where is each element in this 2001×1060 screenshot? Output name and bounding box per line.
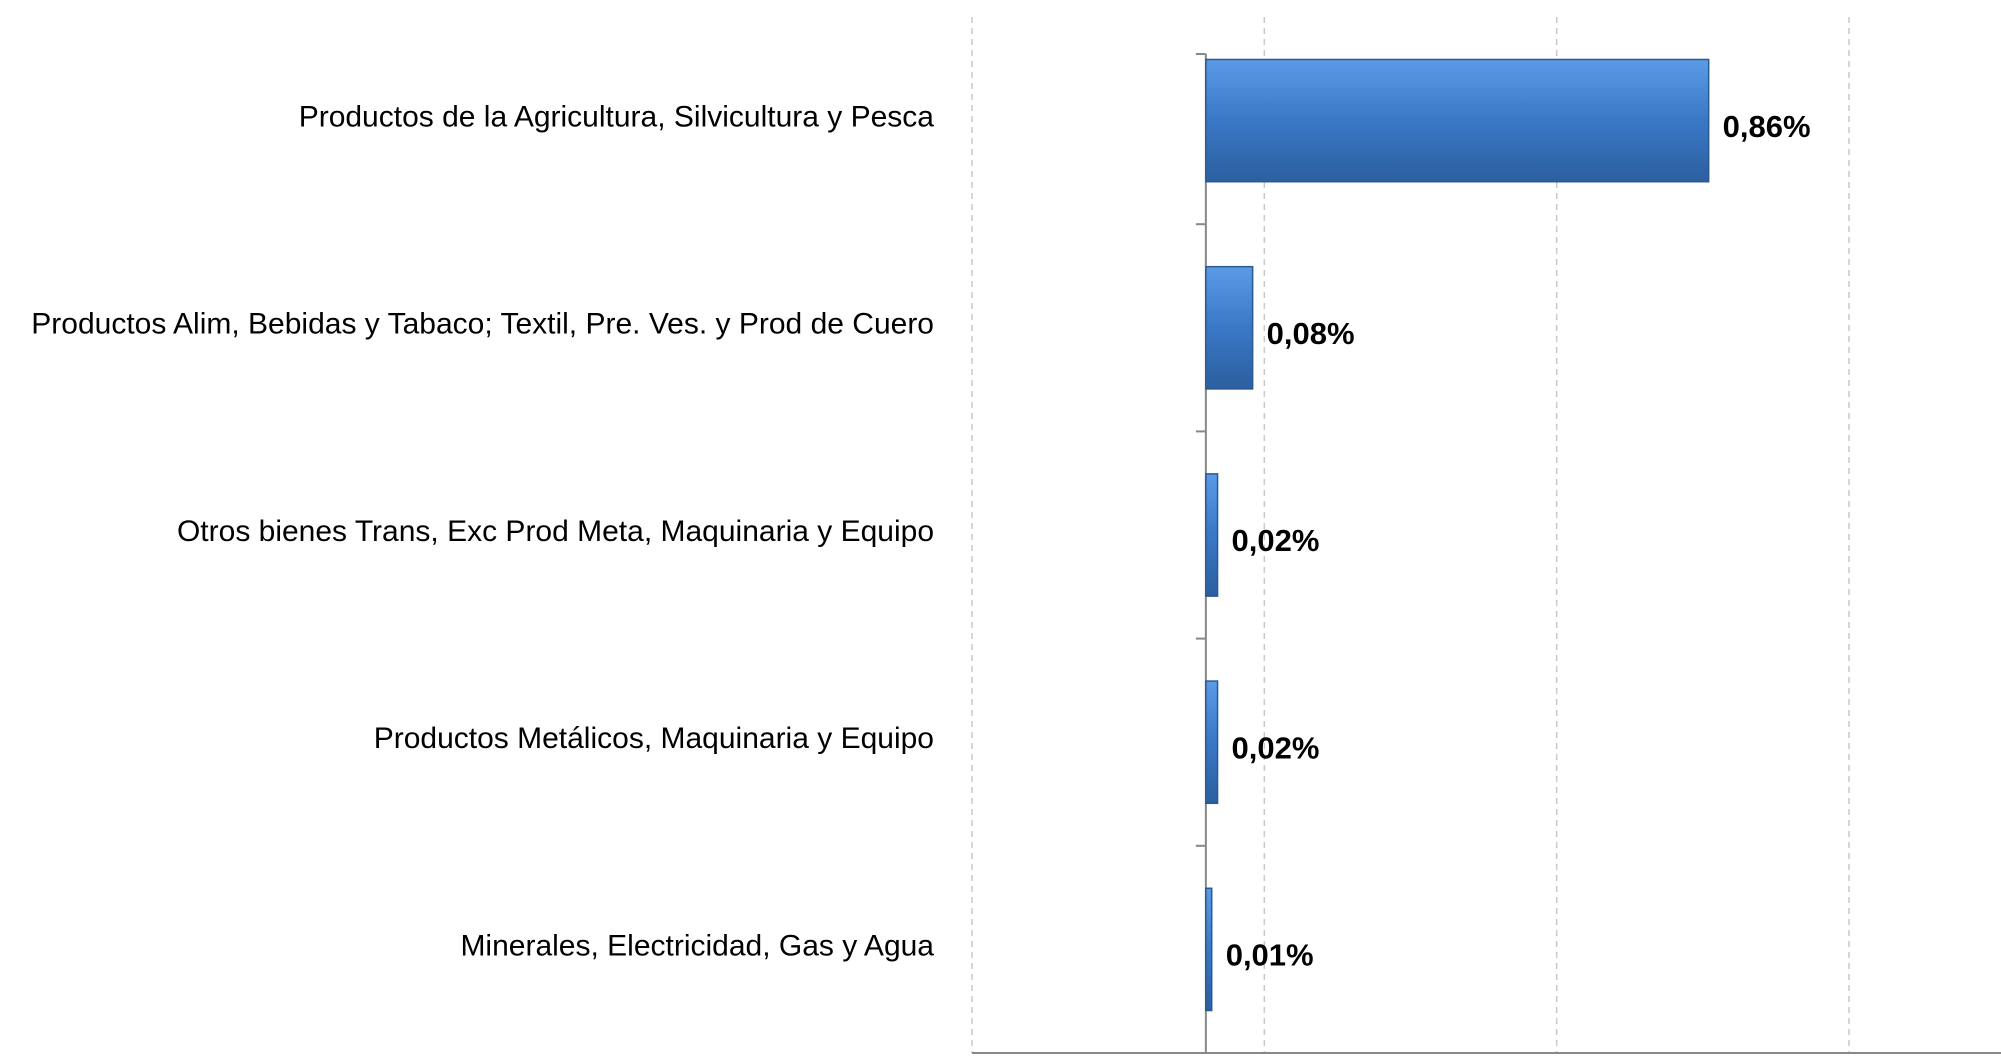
category-label: Minerales, Electricidad, Gas y Agua xyxy=(460,929,934,962)
bar xyxy=(1205,265,1254,390)
data-label: 0,08% xyxy=(1267,316,1355,351)
category-label: Otros bienes Trans, Exc Prod Meta, Maqui… xyxy=(177,515,934,548)
data-label: 0,02% xyxy=(1232,523,1320,558)
bar xyxy=(1205,473,1219,597)
bar xyxy=(1205,58,1710,183)
category-label: Productos Alim, Bebidas y Tabaco; Textil… xyxy=(31,308,934,341)
data-label: 0,02% xyxy=(1232,730,1320,765)
data-label: 0,86% xyxy=(1723,109,1811,144)
bar xyxy=(1205,887,1213,1012)
bar xyxy=(1205,680,1219,805)
category-label: Productos de la Agricultura, Silvicultur… xyxy=(299,101,935,134)
category-label: Productos Metálicos, Maquinaria y Equipo xyxy=(374,722,934,755)
data-label: 0,01% xyxy=(1226,938,1314,973)
